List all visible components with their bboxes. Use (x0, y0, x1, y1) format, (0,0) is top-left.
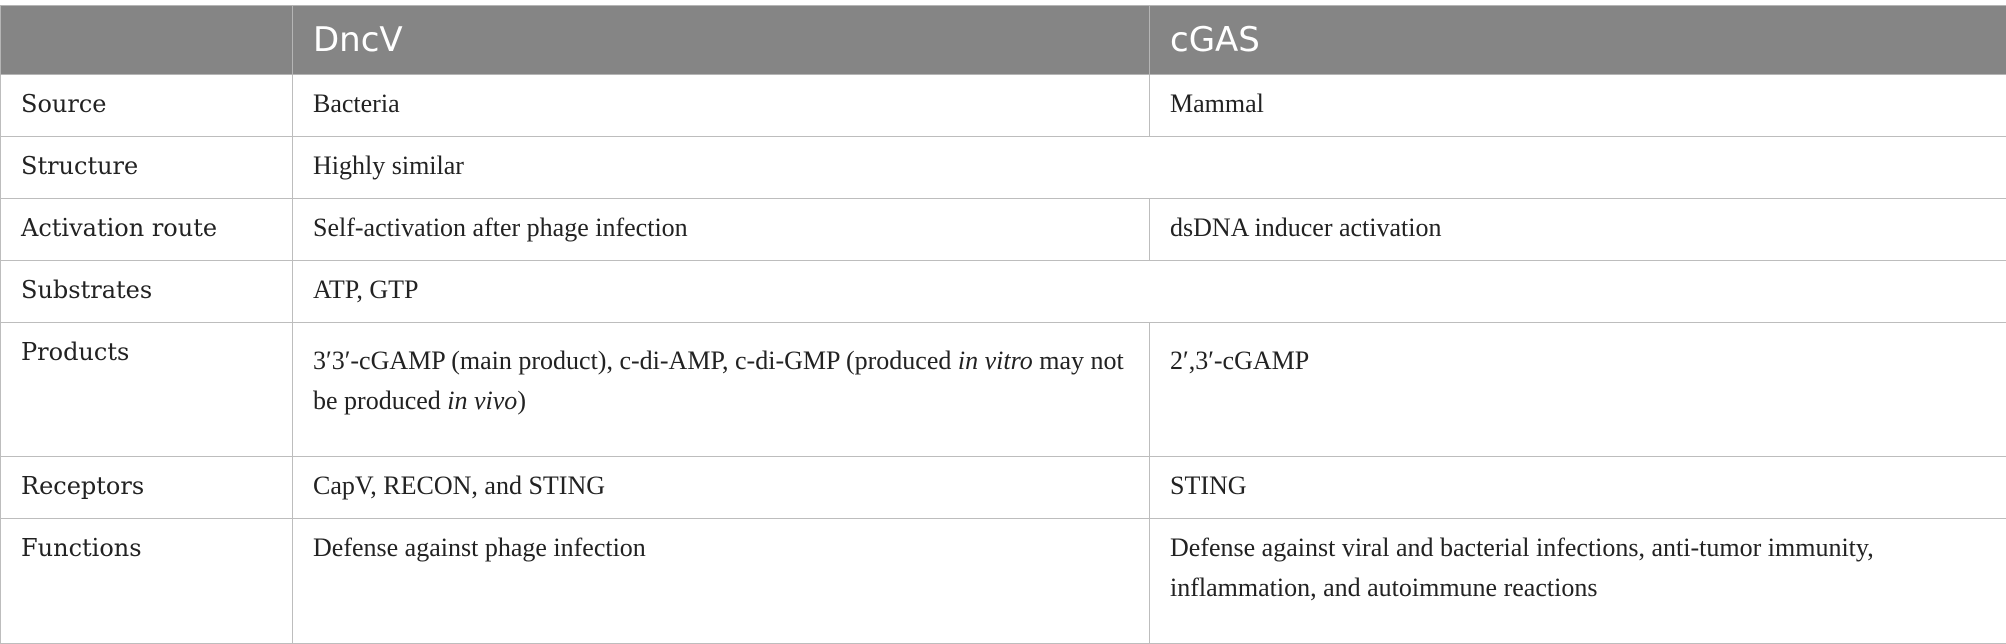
row-label: Products (1, 323, 293, 457)
row-label: Structure (1, 137, 293, 199)
cell-dncv: 3′3′-cGAMP (main product), c-di-AMP, c-d… (293, 323, 1150, 457)
cell-merged: ATP, GTP (293, 261, 2006, 323)
row-label: Functions (1, 519, 293, 644)
table-row-source: Source Bacteria Mammal (1, 75, 2006, 137)
header-empty (1, 6, 293, 75)
header-row: DncV cGAS (1, 6, 2006, 75)
cell-cgas: dsDNA inducer activation (1150, 199, 2006, 261)
row-label: Source (1, 75, 293, 137)
cell-dncv: Self-activation after phage infection (293, 199, 1150, 261)
cell-dncv: Defense against phage infection (293, 519, 1150, 644)
cell-cgas: Mammal (1150, 75, 2006, 137)
row-label: Receptors (1, 457, 293, 519)
products-italic-in-vivo: in vivo (447, 386, 517, 415)
cell-cgas: STING (1150, 457, 2006, 519)
table-row-activation-route: Activation route Self-activation after p… (1, 199, 2006, 261)
header-cgas: cGAS (1150, 6, 2006, 75)
cell-cgas: Defense against viral and bacterial infe… (1150, 519, 2006, 644)
table-row-functions: Functions Defense against phage infectio… (1, 519, 2006, 644)
products-text-1: 3′3′-cGAMP (main product), c-di-AMP, c-d… (313, 346, 958, 375)
table-row-receptors: Receptors CapV, RECON, and STING STING (1, 457, 2006, 519)
products-text-3: ) (517, 386, 526, 415)
comparison-table-container: DncV cGAS Source Bacteria Mammal Structu… (0, 5, 2006, 644)
cell-merged: Highly similar (293, 137, 2006, 199)
table-row-substrates: Substrates ATP, GTP (1, 261, 2006, 323)
table-row-structure: Structure Highly similar (1, 137, 2006, 199)
cell-dncv: Bacteria (293, 75, 1150, 137)
row-label: Activation route (1, 199, 293, 261)
dncv-cgas-comparison-table: DncV cGAS Source Bacteria Mammal Structu… (0, 5, 2006, 644)
row-label: Substrates (1, 261, 293, 323)
cell-cgas: 2′,3′-cGAMP (1150, 323, 2006, 457)
header-dncv: DncV (293, 6, 1150, 75)
table-row-products: Products 3′3′-cGAMP (main product), c-di… (1, 323, 2006, 457)
products-italic-in-vitro: in vitro (958, 346, 1033, 375)
cell-dncv: CapV, RECON, and STING (293, 457, 1150, 519)
